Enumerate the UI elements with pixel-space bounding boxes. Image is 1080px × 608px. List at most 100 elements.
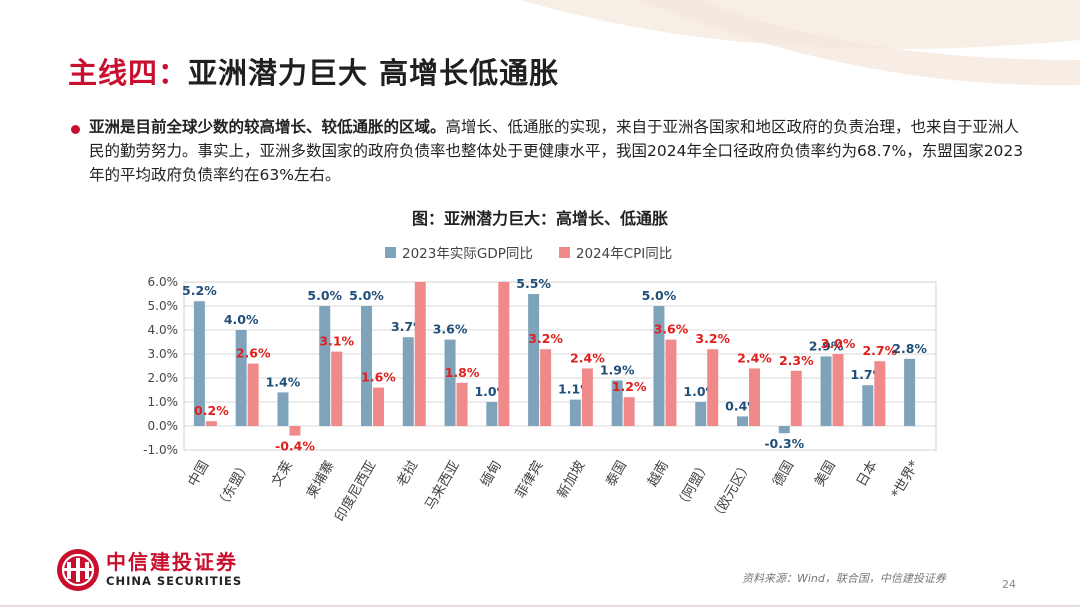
- data-label-cpi: -0.4%: [275, 439, 315, 454]
- bullet-body-text: 高增长、低通胀的实现，来自于亚洲各国家和地区政府的负责治理，也来自于亚洲人民的勤…: [89, 118, 1024, 184]
- bar-cpi: [247, 363, 259, 426]
- data-label-cpi: 1.8%: [445, 365, 480, 380]
- bar-gdp: [862, 385, 874, 426]
- bullet-dot-icon: [71, 125, 80, 134]
- bar-gdp: [569, 399, 581, 426]
- data-label-gdp: 5.0%: [307, 288, 342, 303]
- data-label-gdp: 3.6%: [433, 322, 468, 337]
- bar-cpi: [749, 368, 760, 426]
- bullet-paragraph: 亚洲是目前全球少数的较高增长、较低通胀的区域。高增长、低通胀的实现，来自于亚洲各…: [89, 115, 1024, 187]
- bar-cpi: [498, 282, 510, 426]
- x-category-label: 菲律宾: [512, 458, 546, 501]
- x-category-label: 缅甸: [477, 458, 504, 489]
- legend-swatch-cpi: [558, 246, 570, 258]
- x-category-label: 柬埔寨: [303, 458, 338, 502]
- data-label-gdp: 5.0%: [642, 288, 677, 303]
- legend-item-cpi: 2024年CPI同比: [558, 242, 673, 262]
- data-label-cpi: 3.2%: [695, 331, 730, 346]
- bar-gdp: [193, 301, 205, 426]
- data-label-cpi: 3.1%: [319, 334, 354, 349]
- bar-cpi: [373, 387, 384, 426]
- y-tick-label: 0.0%: [148, 419, 179, 433]
- data-label-gdp: 1.4%: [266, 374, 301, 389]
- x-category-label: （欧元区）: [708, 458, 756, 524]
- page-number: 24: [1002, 578, 1016, 591]
- y-tick-label: 4.0%: [148, 323, 179, 337]
- data-label-gdp: 2.8%: [892, 341, 927, 356]
- x-category-label: 印度尼西亚: [332, 458, 380, 524]
- x-category-label: 马来西亚: [422, 458, 463, 513]
- bar-cpi: [665, 339, 677, 426]
- bar-cpi: [331, 351, 343, 426]
- title-prefix: 主线四：: [68, 56, 189, 90]
- data-label-cpi: 3.2%: [528, 331, 563, 346]
- logo-chinese-name: 中信建投证券: [106, 550, 238, 574]
- logo-english-name: CHINA SECURITIES: [106, 574, 243, 588]
- data-label-cpi: 1.2%: [612, 379, 647, 394]
- x-category-label: （东盟）: [213, 458, 254, 513]
- x-category-label: 老挝: [394, 458, 422, 490]
- source-note: 资料来源：Wind，联合国，中信建投证券: [742, 572, 946, 585]
- bar-cpi: [540, 349, 552, 426]
- x-category-label: 德国: [770, 458, 797, 489]
- y-tick-label: 1.0%: [148, 395, 179, 409]
- x-category-label: （阿盟）: [673, 458, 714, 513]
- legend-label-cpi: 2024年CPI同比: [575, 246, 673, 262]
- y-tick-label: 5.0%: [148, 299, 179, 313]
- chart-heading: 图：亚洲潜力巨大：高增长、低通胀: [411, 209, 668, 228]
- bar-gdp: [444, 339, 456, 426]
- x-category-label: 美国: [812, 458, 839, 489]
- x-category-label: 文莱: [269, 458, 296, 489]
- x-category-label: 泰国: [603, 458, 630, 489]
- bar-cpi: [414, 282, 426, 426]
- bar-gdp: [778, 426, 790, 434]
- data-label-gdp: 5.2%: [182, 283, 217, 298]
- bar-cpi: [832, 354, 844, 426]
- bar-cpi: [456, 382, 468, 426]
- x-category-label: 日本: [853, 458, 881, 490]
- bar-gdp: [695, 402, 707, 426]
- x-category-label: *世界*: [888, 458, 922, 501]
- data-label-cpi: 2.4%: [737, 350, 772, 365]
- bar-gdp: [904, 358, 916, 426]
- bar-cpi: [874, 361, 886, 426]
- data-label-cpi: 2.7%: [862, 343, 897, 358]
- bar-gdp: [235, 330, 247, 426]
- chart-legend: 2023年实际GDP同比 2024年CPI同比: [385, 242, 672, 262]
- data-label-cpi: 2.4%: [570, 350, 605, 365]
- bar-cpi: [623, 397, 635, 426]
- plot-border: [183, 281, 937, 451]
- bar-gdp: [611, 380, 623, 426]
- data-label-gdp: 5.0%: [349, 288, 384, 303]
- bar-cpi: [581, 368, 593, 426]
- data-label-cpi: 0.2%: [194, 403, 229, 418]
- data-label-gdp: 5.5%: [516, 276, 551, 291]
- title-main: 亚洲潜力巨大 高增长低通胀: [188, 56, 560, 90]
- y-tick-label: 2.0%: [148, 371, 179, 385]
- data-label-gdp: -0.3%: [764, 436, 804, 451]
- bar-gdp: [737, 416, 748, 426]
- x-category-label: 新加坡: [554, 458, 588, 502]
- data-label-cpi: 3.6%: [654, 322, 689, 337]
- bar-cpi: [707, 349, 719, 426]
- company-logo: 中信建投证券 CHINA SECURITIES: [56, 548, 242, 592]
- data-label-cpi: 3.0%: [821, 336, 856, 351]
- x-category-label: 中国: [185, 458, 212, 489]
- bar-gdp: [319, 306, 331, 426]
- bar-gdp: [361, 306, 372, 426]
- bar-cpi: [289, 426, 301, 436]
- slide-title: 主线四：亚洲潜力巨大 高增长低通胀: [68, 50, 559, 92]
- y-tick-label: 6.0%: [148, 275, 179, 289]
- legend-item-gdp: 2023年实际GDP同比: [385, 242, 533, 262]
- data-label-gdp: 4.0%: [224, 312, 259, 327]
- data-label-cpi: 2.3%: [779, 353, 814, 368]
- data-label-gdp: 1.9%: [600, 362, 635, 377]
- bullet-bold-lead: 亚洲是目前全球少数的较高增长、较低通胀的区域。: [89, 118, 446, 136]
- legend-swatch-gdp: [385, 246, 396, 258]
- x-category-label: 越南: [645, 458, 672, 489]
- bar-cpi: [205, 421, 217, 426]
- bar-gdp: [277, 392, 289, 426]
- data-label-cpi: 1.6%: [361, 370, 396, 385]
- legend-label-gdp: 2023年实际GDP同比: [402, 246, 533, 262]
